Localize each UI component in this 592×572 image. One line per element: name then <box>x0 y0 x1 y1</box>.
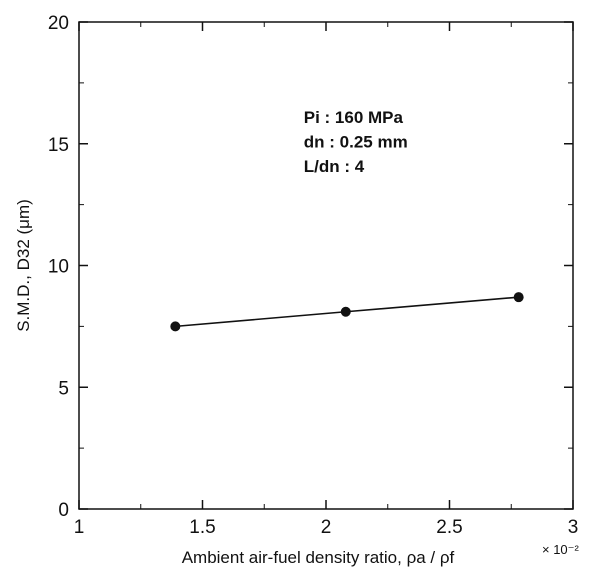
x-tick-label: 1 <box>74 517 85 538</box>
x-axis-ticks: 1 1.5 2 2.5 3 <box>74 22 579 538</box>
annotation-box: Pi : 160 MPa dn : 0.25 mm L/dn : 4 <box>304 108 408 176</box>
x-axis-multiplier: × 10⁻² <box>542 542 580 557</box>
y-tick-label: 20 <box>48 13 69 34</box>
annotation-text: dn : 0.25 mm <box>304 132 408 151</box>
data-point <box>170 321 181 332</box>
data-point <box>513 292 524 303</box>
plot-frame <box>78 21 574 510</box>
x-tick-label: 2 <box>321 517 332 538</box>
y-axis-ticks: 0 5 10 15 20 <box>48 13 573 521</box>
data-point <box>340 306 351 317</box>
x-axis-label: Ambient air-fuel density ratio, ρa / ρf <box>182 548 455 567</box>
x-tick-label: 1.5 <box>189 517 215 538</box>
annotation-text: L/dn : 4 <box>304 157 365 176</box>
x-tick-label: 3 <box>568 517 579 538</box>
minor-ticks <box>79 22 573 509</box>
y-tick-label: 15 <box>48 135 69 156</box>
y-tick-label: 0 <box>58 500 69 521</box>
y-tick-label: 5 <box>58 378 69 399</box>
annotation-text: Pi : 160 MPa <box>304 108 404 127</box>
y-axis-label: S.M.D., D32 (μm) <box>14 199 33 332</box>
x-tick-label: 2.5 <box>436 517 462 538</box>
y-tick-label: 10 <box>48 257 69 278</box>
series-layer <box>170 292 524 332</box>
